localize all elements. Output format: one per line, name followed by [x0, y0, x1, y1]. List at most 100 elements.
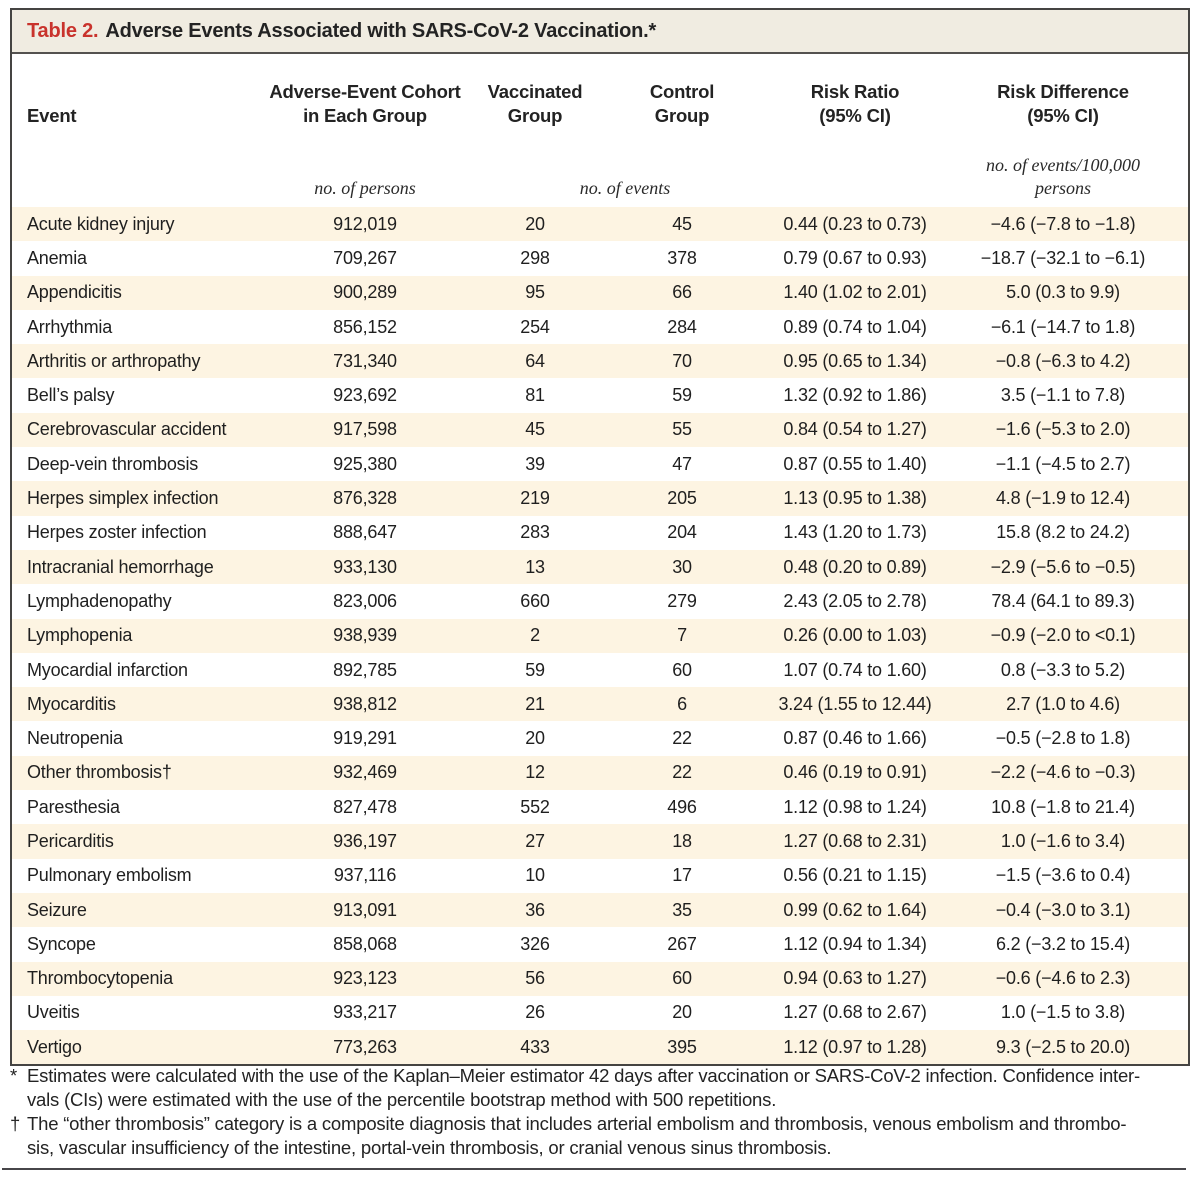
table-row: Anemia 709,267 298 378 0.79 (0.67 to 0.93) −1… [12, 241, 1188, 276]
cell-cohort: 917,598 [333, 419, 397, 440]
cell-cohort: 938,812 [333, 693, 397, 714]
cell-control: 60 [672, 659, 692, 680]
cell-risk-difference: 6.2 (−3.2 to 15.4) [996, 933, 1130, 954]
cell-vaccinated: 660 [520, 590, 550, 611]
cell-vaccinated: 552 [520, 796, 550, 817]
cell-event: Lymphadenopathy [27, 590, 172, 611]
cell-event: Myocarditis [27, 693, 116, 714]
cell-risk-ratio: 0.79 (0.67 to 0.93) [783, 247, 927, 268]
table-row: Deep-vein thrombosis 925,380 39 47 0.87 (0.5… [12, 447, 1188, 482]
cell-risk-difference: 2.7 (1.0 to 4.6) [1006, 693, 1120, 714]
units-cohort: no. of persons [314, 178, 416, 198]
header-row: Event Adverse-Event Cohort in Each Group… [12, 54, 1188, 128]
cell-vaccinated: 81 [525, 385, 545, 406]
cell-vaccinated: 2 [530, 625, 540, 646]
table-row: Arthritis or arthropathy 731,340 64 70 0.95 … [12, 344, 1188, 379]
table-row: Paresthesia 827,478 552 496 1.12 (0.98 to 1.… [12, 790, 1188, 825]
cell-vaccinated: 59 [525, 659, 545, 680]
cell-control: 496 [667, 796, 697, 817]
cell-risk-difference: 9.3 (−2.5 to 20.0) [996, 1036, 1130, 1057]
cell-event: Other thrombosis† [27, 762, 172, 783]
cell-control: 284 [667, 316, 697, 337]
footnote-line: vals (CIs) were estimated with the use o… [27, 1089, 777, 1110]
cell-risk-ratio: 0.94 (0.63 to 1.27) [783, 968, 927, 989]
cell-control: 66 [672, 282, 692, 303]
table-row: Syncope 858,068 326 267 1.12 (0.94 to 1.34) 6… [12, 927, 1188, 962]
cell-risk-ratio: 1.27 (0.68 to 2.67) [783, 1002, 927, 1023]
cell-vaccinated: 326 [520, 933, 550, 954]
cell-risk-difference: 4.8 (−1.9 to 12.4) [996, 488, 1130, 509]
cell-cohort: 938,939 [333, 625, 397, 646]
cell-risk-ratio: 1.43 (1.20 to 1.73) [783, 522, 927, 543]
cell-risk-ratio: 1.12 (0.94 to 1.34) [783, 933, 927, 954]
cell-event: Deep-vein thrombosis [27, 453, 199, 474]
table-row: Cerebrovascular accident 917,598 45 55 0.84 … [12, 412, 1188, 448]
footnote: * Estimates were calculated with the use … [10, 1064, 1190, 1112]
cell-control: 47 [672, 453, 692, 474]
cell-event: Myocardial infarction [27, 659, 188, 680]
cell-vaccinated: 298 [520, 247, 550, 268]
cell-risk-difference: 1.0 (−1.6 to 3.4) [1000, 830, 1126, 851]
cell-event: Syncope [27, 933, 96, 954]
cell-vaccinated: 254 [520, 316, 550, 337]
cell-control: 45 [672, 213, 692, 234]
cell-risk-difference: 5.0 (0.3 to 9.9) [1006, 282, 1120, 303]
col-header-event: Event [27, 105, 77, 126]
cell-risk-difference: −4.6 (−7.8 to −1.8) [990, 213, 1136, 234]
table-row: Herpes zoster infection 888,647 283 204 1.43… [12, 515, 1188, 550]
cell-vaccinated: 36 [525, 899, 545, 920]
cell-cohort: 932,469 [333, 762, 397, 783]
table-row: Uveitis 933,217 26 20 1.27 (0.68 to 2.67) 1.0… [12, 995, 1188, 1031]
table-row: Intracranial hemorrhage 933,130 13 30 0.48 (… [12, 549, 1188, 585]
units-row: no. of persons no. of events no. of even… [12, 128, 1188, 207]
cell-cohort: 888,647 [333, 522, 397, 543]
cell-risk-ratio: 0.99 (0.62 to 1.64) [783, 899, 927, 920]
cell-risk-ratio: 2.43 (2.05 to 2.78) [783, 590, 927, 611]
cell-vaccinated: 12 [525, 762, 545, 783]
cell-risk-difference: −2.2 (−4.6 to −0.3) [990, 762, 1136, 783]
cell-risk-difference: −2.9 (−5.6 to −0.5) [990, 556, 1136, 577]
table-row: Pericarditis 936,197 27 18 1.27 (0.68 to 2.3… [12, 824, 1188, 859]
cell-event: Bell’s palsy [27, 385, 115, 406]
cell-event: Appendicitis [27, 282, 122, 303]
cell-risk-ratio: 1.07 (0.74 to 1.60) [783, 659, 927, 680]
cell-event: Pulmonary embolism [27, 865, 192, 886]
table-row: Vertigo 773,263 433 395 1.12 (0.97 to 1.28) 9… [12, 1030, 1188, 1065]
table-body: Acute kidney injury 912,019 20 45 0.44 (0.23… [12, 207, 1188, 1065]
cell-risk-difference: −0.6 (−4.6 to 2.3) [995, 968, 1131, 989]
col-header-risk-ratio: Risk Ratio (95% CI) [810, 81, 900, 126]
table-title: Table 2. Adverse Events Associated with … [12, 10, 1188, 54]
cell-control: 6 [677, 693, 687, 714]
cell-risk-ratio: 1.32 (0.92 to 1.86) [783, 385, 927, 406]
cell-control: 22 [672, 762, 692, 783]
cell-event: Lymphopenia [27, 625, 133, 646]
cell-vaccinated: 20 [525, 728, 545, 749]
cell-cohort: 827,478 [333, 796, 397, 817]
cell-risk-difference: 10.8 (−1.8 to 21.4) [991, 796, 1135, 817]
cell-control: 22 [672, 728, 692, 749]
cell-risk-difference: −1.6 (−5.3 to 2.0) [995, 419, 1131, 440]
cell-vaccinated: 26 [525, 1002, 545, 1023]
cell-vaccinated: 64 [525, 350, 545, 371]
cell-control: 35 [672, 899, 692, 920]
cell-control: 378 [667, 247, 697, 268]
table-row: Myocardial infarction 892,785 59 60 1.07 (0.… [12, 652, 1188, 688]
cell-event: Acute kidney injury [27, 213, 175, 234]
cell-cohort: 923,692 [333, 385, 397, 406]
units-events: no. of events [579, 178, 671, 198]
cell-event: Uveitis [27, 1002, 80, 1023]
cell-risk-ratio: 0.56 (0.21 to 1.15) [783, 865, 927, 886]
cell-cohort: 923,123 [333, 968, 397, 989]
cell-risk-difference: −1.5 (−3.6 to 0.4) [995, 865, 1131, 886]
cell-risk-difference: 1.0 (−1.5 to 3.8) [1000, 1002, 1126, 1023]
cell-risk-difference: −1.1 (−4.5 to 2.7) [995, 453, 1131, 474]
table-row: Lymphadenopathy 823,006 660 279 2.43 (2.05 t… [12, 584, 1188, 619]
cell-risk-difference: −6.1 (−14.7 to 1.8) [990, 316, 1136, 337]
cell-vaccinated: 95 [525, 282, 545, 303]
cell-vaccinated: 219 [520, 488, 550, 509]
cell-control: 59 [672, 385, 692, 406]
bottom-rule [2, 1168, 1186, 1170]
cell-risk-ratio: 3.24 (1.55 to 12.44) [778, 693, 932, 714]
cell-event: Anemia [27, 247, 87, 268]
